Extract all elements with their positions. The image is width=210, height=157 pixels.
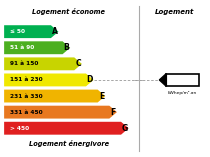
Polygon shape — [4, 106, 117, 119]
Text: A: A — [52, 27, 58, 36]
Text: C: C — [75, 59, 81, 68]
Text: Logement économe: Logement économe — [32, 8, 105, 15]
Text: F: F — [110, 108, 116, 117]
Polygon shape — [4, 41, 70, 54]
Text: B: B — [63, 43, 69, 52]
Text: > 450: > 450 — [10, 126, 29, 131]
Text: Logement: Logement — [155, 8, 194, 15]
Polygon shape — [4, 25, 58, 38]
Text: G: G — [122, 124, 128, 133]
Text: 151 à 230: 151 à 230 — [10, 77, 42, 82]
Polygon shape — [4, 57, 82, 70]
Bar — [166, 73, 199, 86]
Text: Logement énergivore: Logement énergivore — [29, 140, 109, 147]
Text: 51 à 90: 51 à 90 — [10, 45, 34, 50]
Text: ≤ 50: ≤ 50 — [10, 29, 25, 34]
Text: E: E — [99, 92, 104, 100]
Text: 231 à 330: 231 à 330 — [10, 94, 42, 99]
Polygon shape — [159, 73, 166, 86]
Polygon shape — [4, 90, 105, 103]
Text: D: D — [87, 76, 93, 84]
Text: 91 à 150: 91 à 150 — [10, 61, 38, 66]
Text: kWhep/m².an: kWhep/m².an — [168, 91, 197, 95]
Polygon shape — [4, 122, 129, 135]
Polygon shape — [4, 73, 93, 86]
Text: 331 à 450: 331 à 450 — [10, 110, 42, 115]
